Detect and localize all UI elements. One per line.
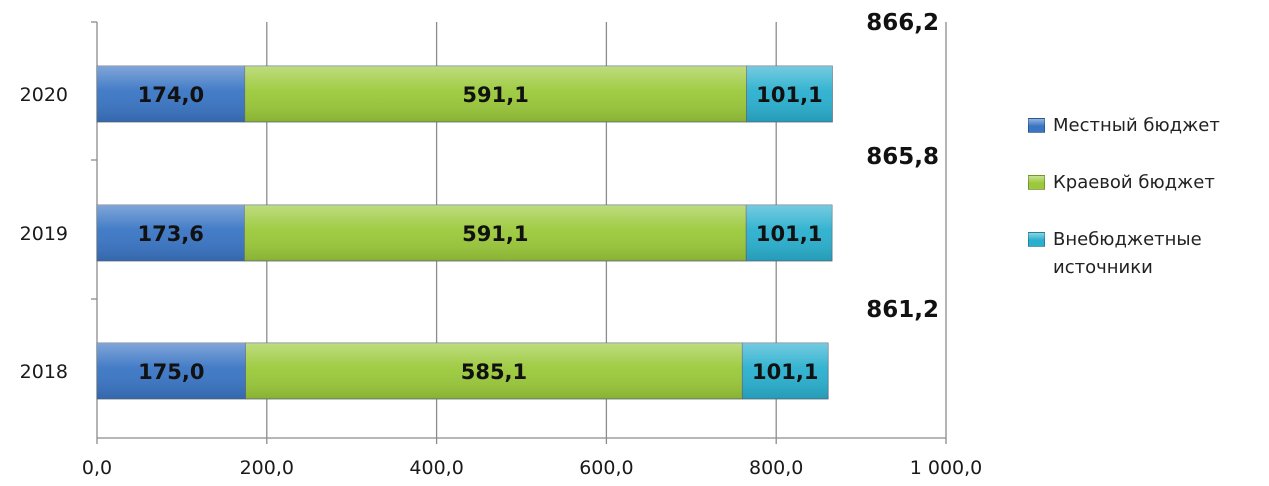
data-labels: 174,0 591,1 101,1 866,2 173,6 591,1 101,1 865,8… (137, 10, 939, 384)
x-tick-label: 600,0 (579, 457, 633, 479)
legend-item-local-budget: Местный бюджет (1028, 112, 1268, 140)
bar-value-label: 175,0 (138, 360, 204, 384)
bar-value-label: 173,6 (137, 222, 203, 246)
bar-segment-shine (742, 343, 829, 399)
legend-label-local-budget: Местный бюджет (1053, 115, 1220, 136)
x-tick-label: 800,0 (749, 457, 803, 479)
y-tick-label: 2020 (20, 84, 68, 106)
bar-segment-shine (97, 343, 246, 399)
x-tick-label: 1 000,0 (910, 457, 983, 479)
bar-value-label: 101,1 (752, 360, 818, 384)
bar-value-label: 591,1 (462, 83, 528, 107)
bar-value-label: 101,1 (756, 83, 822, 107)
bar-segment-shine (746, 66, 833, 122)
bar-segment-shine (245, 343, 743, 399)
y-tick-label: 2019 (20, 223, 68, 245)
x-tick-label: 400,0 (409, 457, 463, 479)
bar-segment-shine (97, 66, 245, 122)
total-value-label: 866,2 (866, 10, 939, 36)
bar-segment-shine (244, 205, 747, 261)
bar-value-label: 174,0 (138, 83, 204, 107)
bar-value-label: 585,1 (461, 360, 527, 384)
legend-swatch-local-budget (1028, 118, 1045, 133)
legend-swatch-extrabudgetary-sources (1028, 232, 1045, 247)
x-tick-label: 200,0 (240, 457, 294, 479)
y-tick-label: 2018 (20, 361, 68, 383)
legend-item-extrabudgetary-sources: Внебюджетные источники (1028, 226, 1268, 282)
legend-label-extrabudgetary-sources: Внебюджетные источники (1053, 229, 1202, 278)
total-value-label: 865,8 (866, 144, 939, 170)
legend-swatch-regional-budget (1028, 175, 1045, 190)
bar-value-label: 101,1 (756, 222, 822, 246)
bars (96, 65, 833, 400)
legend-label-regional-budget: Краевой бюджет (1053, 172, 1215, 193)
bar-segment-shine (746, 205, 833, 261)
bar-segment-shine (244, 66, 747, 122)
total-value-label: 861,2 (866, 297, 939, 323)
bar-segment-shine (97, 205, 245, 261)
x-tick-label: 0,0 (82, 457, 112, 479)
legend-item-regional-budget: Краевой бюджет (1028, 169, 1268, 197)
legend: Местный бюджет Краевой бюджет Внебюджетн… (1028, 112, 1268, 311)
bar-value-label: 591,1 (462, 222, 528, 246)
